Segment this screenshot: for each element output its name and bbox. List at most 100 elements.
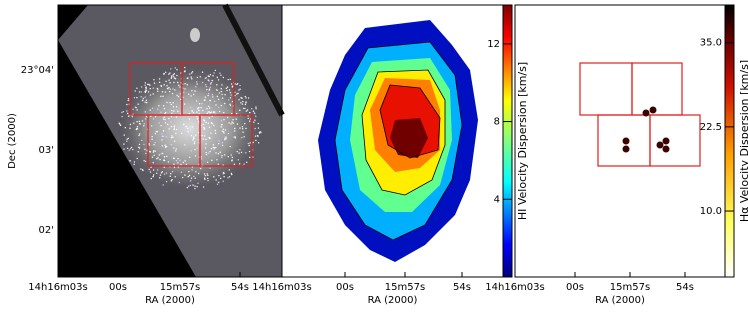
star	[169, 72, 171, 74]
star	[214, 132, 217, 134]
star	[214, 129, 217, 132]
ha-colorbar	[724, 4, 735, 278]
star	[142, 99, 144, 102]
star	[239, 84, 241, 87]
star	[205, 83, 207, 86]
star	[162, 184, 164, 186]
colorbar-tick-label: 35.0	[700, 38, 722, 49]
star	[211, 159, 213, 162]
star	[252, 110, 255, 112]
colorbar-tick-label: 12	[487, 39, 500, 50]
star	[249, 118, 252, 120]
star	[186, 186, 189, 189]
star	[255, 108, 257, 110]
star	[149, 150, 151, 153]
star	[140, 96, 142, 98]
star	[147, 91, 150, 93]
star	[151, 125, 153, 127]
star	[231, 173, 233, 176]
star	[169, 102, 171, 104]
star	[234, 130, 236, 132]
star	[221, 156, 223, 159]
star	[216, 159, 218, 161]
star	[202, 109, 204, 112]
star	[221, 142, 224, 144]
star	[208, 107, 211, 109]
star	[188, 113, 190, 115]
star	[130, 146, 133, 149]
star	[140, 86, 143, 88]
star	[136, 96, 138, 99]
star	[163, 84, 165, 86]
star	[201, 135, 203, 137]
star	[213, 124, 215, 126]
h-alpha-map	[579, 62, 701, 167]
star	[239, 127, 241, 129]
star	[206, 161, 209, 163]
star	[197, 182, 199, 184]
star	[255, 106, 257, 108]
star	[218, 174, 220, 177]
star	[248, 150, 251, 153]
star	[187, 175, 189, 178]
star	[196, 186, 198, 188]
star	[204, 96, 207, 98]
star	[121, 111, 123, 114]
star	[241, 103, 244, 105]
y-axis-label: Dec (2000)	[7, 113, 18, 169]
star	[164, 121, 167, 124]
star	[172, 136, 174, 138]
star	[238, 89, 240, 91]
star	[237, 92, 239, 95]
star	[244, 95, 246, 98]
star	[217, 153, 220, 155]
star	[205, 143, 207, 145]
star	[191, 110, 193, 112]
star	[146, 101, 148, 104]
star	[202, 123, 205, 126]
star	[248, 144, 250, 147]
star	[235, 112, 238, 115]
star	[173, 127, 176, 129]
star	[207, 152, 210, 154]
star	[184, 83, 186, 85]
star	[173, 73, 176, 75]
star	[169, 175, 171, 177]
star	[229, 104, 232, 107]
star	[160, 85, 163, 88]
star	[168, 79, 170, 81]
star	[187, 130, 189, 133]
star	[218, 142, 220, 145]
star	[198, 163, 200, 166]
star	[154, 133, 157, 135]
star	[190, 76, 192, 78]
star	[196, 147, 198, 149]
star	[241, 126, 244, 128]
x-axis-label: RA (2000)	[145, 295, 195, 306]
star	[202, 119, 205, 121]
star	[196, 116, 198, 118]
star	[235, 118, 237, 120]
star	[170, 136, 173, 139]
star	[170, 125, 173, 128]
star	[190, 72, 193, 74]
x-tick-label: 00s	[336, 282, 354, 293]
star	[137, 103, 139, 105]
star	[200, 158, 203, 160]
star	[222, 128, 225, 130]
star	[164, 71, 167, 73]
axes-frames	[57, 4, 726, 278]
star	[150, 115, 152, 117]
star	[192, 139, 194, 141]
star	[118, 122, 120, 124]
star	[216, 84, 218, 86]
star	[240, 102, 242, 104]
star	[149, 171, 152, 173]
star	[185, 163, 188, 166]
star	[205, 151, 207, 154]
star	[197, 120, 200, 122]
star	[193, 142, 196, 145]
star	[218, 140, 220, 142]
star	[190, 95, 192, 97]
star	[119, 124, 122, 127]
